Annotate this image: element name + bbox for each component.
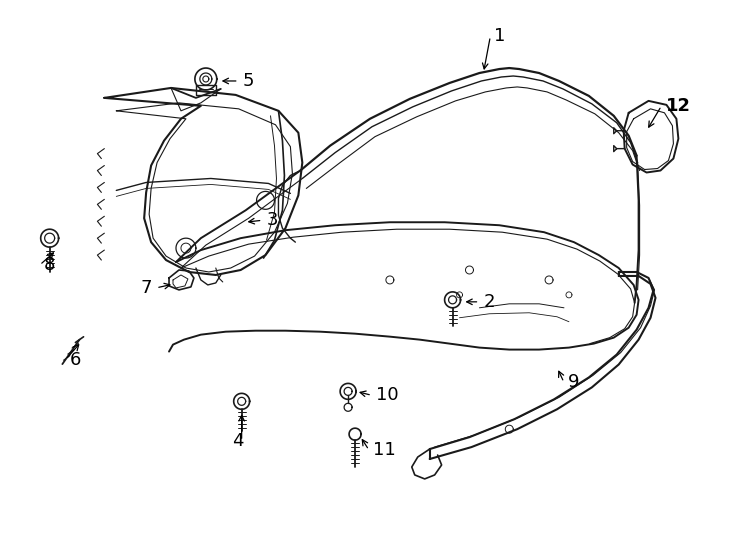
Text: 11: 11 <box>373 441 396 459</box>
Text: 9: 9 <box>568 374 579 391</box>
Text: 5: 5 <box>243 72 254 90</box>
Text: 12: 12 <box>666 97 691 115</box>
Text: 1: 1 <box>494 27 506 45</box>
Text: 7: 7 <box>141 279 152 297</box>
Text: 4: 4 <box>232 432 244 450</box>
Text: 8: 8 <box>43 256 55 274</box>
Text: 3: 3 <box>266 211 278 230</box>
Text: 2: 2 <box>484 293 495 311</box>
Text: 10: 10 <box>376 386 399 404</box>
Text: 6: 6 <box>70 350 81 368</box>
